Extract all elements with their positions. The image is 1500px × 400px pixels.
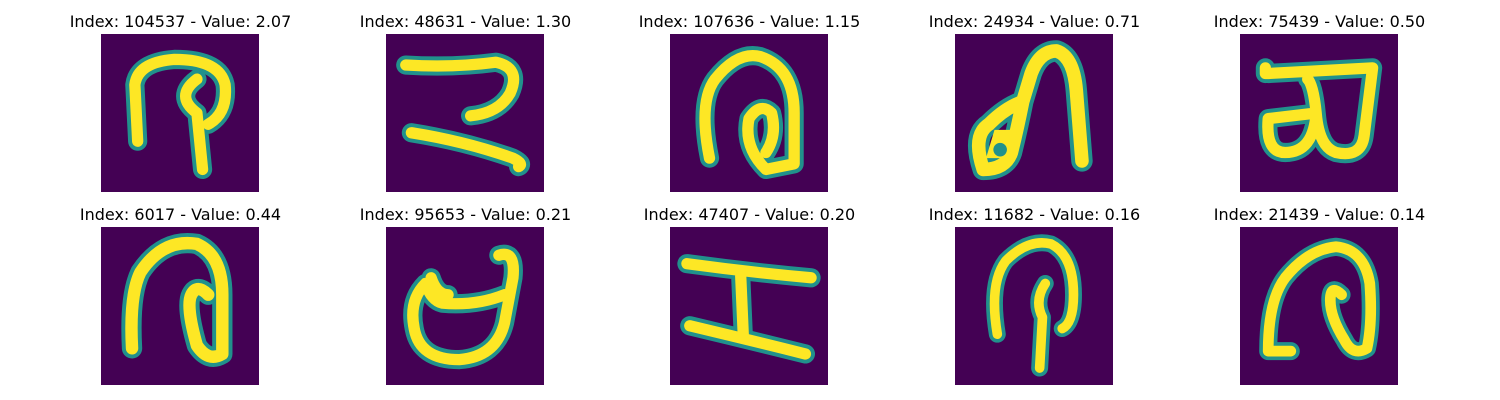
hook-with-stem-glyph: [955, 227, 1113, 385]
image-panel: Index: 75439 - Value: 0.50: [1177, 12, 1462, 202]
panel-title: Index: 47407 - Value: 0.20: [643, 205, 856, 224]
panel-title: Index: 75439 - Value: 0.50: [1213, 12, 1426, 31]
image-panel: Index: 95653 - Value: 0.21: [323, 205, 608, 395]
cup-with-handle-glyph: [386, 227, 544, 385]
panel-title: Index: 104537 - Value: 2.07: [69, 12, 292, 31]
panel-title: Index: 95653 - Value: 0.21: [359, 205, 572, 224]
image-panel: Index: 21439 - Value: 0.14: [1177, 205, 1462, 395]
image-panel: Index: 47407 - Value: 0.20: [607, 205, 892, 395]
sideways-b-glyph: [1240, 34, 1398, 192]
panel-title: Index: 24934 - Value: 0.71: [928, 12, 1141, 31]
cursive-arch-glyph: [1240, 227, 1398, 385]
image-panel: Index: 104537 - Value: 2.07: [38, 12, 323, 202]
image-panel: Index: 48631 - Value: 1.30: [323, 12, 608, 202]
image-panel: Index: 11682 - Value: 0.16: [892, 205, 1177, 395]
arch-with-hook-glyph: [101, 227, 259, 385]
panel-title: Index: 11682 - Value: 0.16: [928, 205, 1141, 224]
arch-with-loop-glyph: [670, 34, 828, 192]
sideways-z-glyph: [386, 34, 544, 192]
panel-title: Index: 107636 - Value: 1.15: [638, 12, 861, 31]
panel-title: Index: 48631 - Value: 1.30: [359, 12, 572, 31]
arch-with-dot-glyph: [955, 34, 1113, 192]
image-panel: Index: 107636 - Value: 1.15: [607, 12, 892, 202]
image-panel: Index: 6017 - Value: 0.44: [38, 205, 323, 395]
circled-hook-glyph: [101, 34, 259, 192]
sideways-h-glyph: [670, 227, 828, 385]
panel-title: Index: 21439 - Value: 0.14: [1213, 205, 1426, 224]
panel-title: Index: 6017 - Value: 0.44: [79, 205, 282, 224]
image-panel: Index: 24934 - Value: 0.71: [892, 12, 1177, 202]
